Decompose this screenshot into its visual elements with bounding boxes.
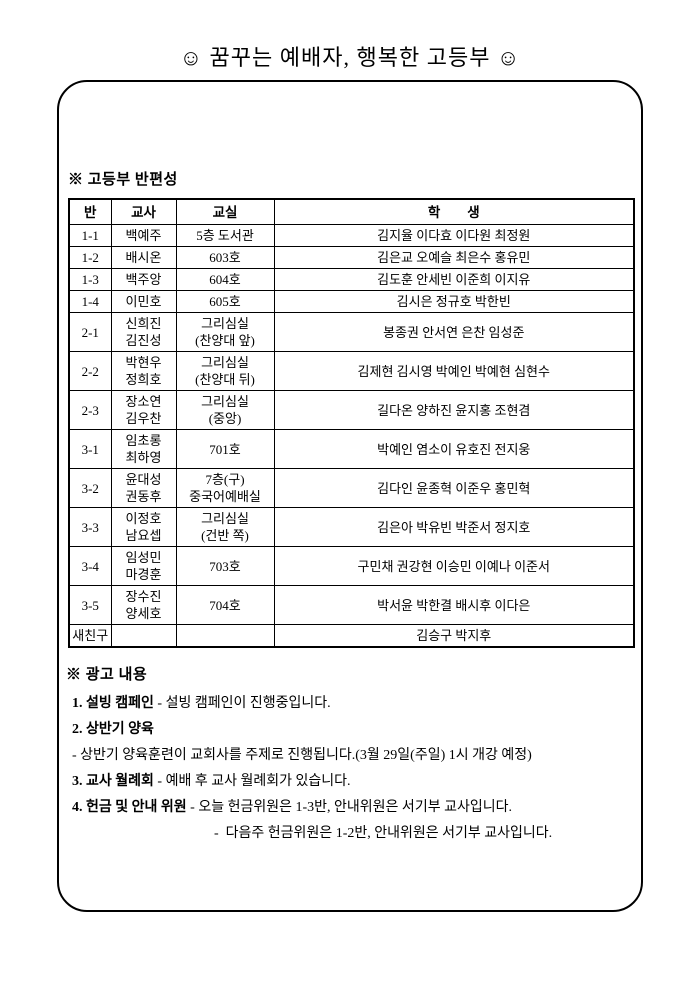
table-row: 3-4 임성민 마경훈 703호 구민채 권강현 이승민 이예나 이준서 (68, 546, 635, 586)
table-row: 1-3 백주앙 604호 김도훈 안세빈 이준희 이지유 (68, 268, 635, 291)
table-cell-teacher (110, 624, 177, 648)
table-cell-room: 704호 (175, 585, 275, 625)
announcement-line: 4. 헌금 및 안내 위원 - 오늘 헌금위원은 1-3반, 안내위원은 서기부… (72, 795, 641, 821)
table-cell-students: 김다인 윤종혁 이준우 홍민혁 (273, 468, 635, 508)
table-cell-teacher: 이정호 남요셉 (110, 507, 177, 547)
announcement-text: - 오늘 헌금위원은 1-3반, 안내위원은 서기부 교사입니다. (186, 800, 512, 815)
announcement-line: 1. 설빙 캠페인 - 설빙 캠페인이 진행중입니다. (72, 691, 641, 717)
table-cell-class: 새친구 (68, 624, 112, 648)
table-cell-students: 김은교 오예슬 최은수 홍유민 (273, 246, 635, 269)
table-cell-students: 김은아 박유빈 박준서 정지호 (273, 507, 635, 547)
table-cell-teacher: 박현우 정희호 (110, 351, 177, 391)
announcement-text: - 설빙 캠페인이 진행중입니다. (153, 696, 331, 711)
table-cell-class: 1-3 (68, 268, 112, 291)
announcement-line: - 다음주 헌금위원은 1-2반, 안내위원은 서기부 교사입니다. (72, 821, 641, 847)
table-cell-class: 1-1 (68, 224, 112, 247)
table-cell-students: 김지율 이다효 이다원 최정원 (273, 224, 635, 247)
announcement-text: - 다음주 헌금위원은 1-2반, 안내위원은 서기부 교사입니다. (214, 826, 553, 841)
announcement-line: 2. 상반기 양육 (72, 717, 641, 743)
announcement-text: - 상반기 양육훈련이 교회사를 주제로 진행됩니다.(3월 29일(주일) 1… (72, 748, 532, 763)
announcement-line: 3. 교사 월례회 - 예배 후 교사 월례회가 있습니다. (72, 769, 641, 795)
table-cell-room: 701호 (175, 429, 275, 469)
column-header-teacher: 교사 (110, 198, 177, 225)
table-cell-class: 2-3 (68, 390, 112, 430)
announcement-title: 4. 헌금 및 안내 위원 (72, 800, 187, 815)
table-cell-room: 그리심실 (중앙) (175, 390, 275, 430)
class-table-body: 1-1 백예주 5층 도서관 김지율 이다효 이다원 최정원 1-2 배시온 603호 김은교… (68, 224, 635, 648)
table-cell-teacher: 장수진 양세호 (110, 585, 177, 625)
class-assignment-table: 반 교사 교실 학 생 1-1 백예주 5층 도서관 김지율 이다효 이다원 최정원 1… (68, 198, 635, 648)
table-cell-room (175, 624, 275, 648)
table-cell-class: 3-4 (68, 546, 112, 586)
table-row: 2-3 장소연 김우찬 그리심실 (중앙) 길다온 양하진 윤지홍 조현겸 (68, 390, 635, 430)
table-cell-class: 1-2 (68, 246, 112, 269)
table-cell-class: 3-1 (68, 429, 112, 469)
table-cell-teacher: 이민호 (110, 290, 177, 313)
table-header-row: 반 교사 교실 학 생 (68, 198, 635, 225)
table-cell-class: 2-1 (68, 312, 112, 352)
table-cell-room: 그리심실 (찬양대 뒤) (175, 351, 275, 391)
table-cell-teacher: 임초롱 최하영 (110, 429, 177, 469)
table-cell-room: 5층 도서관 (175, 224, 275, 247)
table-row: 3-3 이정호 남요셉 그리심실 (건반 쪽) 김은아 박유빈 박준서 정지호 (68, 507, 635, 547)
announcement-title: 1. 설빙 캠페인 (72, 696, 154, 711)
table-cell-room: 605호 (175, 290, 275, 313)
table-row: 1-4 이민호 605호 김시은 정규호 박한빈 (68, 290, 635, 313)
table-cell-room: 703호 (175, 546, 275, 586)
table-row: 3-2 윤대성 권동후 7층(구) 중국어예배실 김다인 윤종혁 이준우 홍민혁 (68, 468, 635, 508)
table-cell-students: 김도훈 안세빈 이준희 이지유 (273, 268, 635, 291)
table-cell-students: 김시은 정규호 박한빈 (273, 290, 635, 313)
table-row: 2-1 신희진 김진성 그리심실 (찬양대 앞) 봉종권 안서연 은찬 임성준 (68, 312, 635, 352)
announcements-heading: ※ 광고 내용 (66, 667, 148, 683)
table-cell-students: 길다온 양하진 윤지홍 조현겸 (273, 390, 635, 430)
table-cell-teacher: 백예주 (110, 224, 177, 247)
table-cell-class: 3-5 (68, 585, 112, 625)
table-row: 1-2 배시온 603호 김은교 오예슬 최은수 홍유민 (68, 246, 635, 269)
table-cell-class: 2-2 (68, 351, 112, 391)
page-title: ☺ 꿈꾸는 예배자, 행복한 고등부 ☺ (179, 45, 521, 70)
table-cell-class: 3-3 (68, 507, 112, 547)
column-header-room: 교실 (175, 198, 275, 225)
table-cell-room: 그리심실 (찬양대 앞) (175, 312, 275, 352)
table-row: 새친구 김승구 박지후 (68, 624, 635, 648)
class-assignment-heading: ※ 고등부 반편성 (68, 172, 178, 188)
document-border-frame: ※ 고등부 반편성 반 교사 교실 학 생 1-1 백예주 5층 도서관 김지율 이다… (57, 80, 643, 912)
table-cell-room: 그리심실 (건반 쪽) (175, 507, 275, 547)
announcement-text: - 예배 후 교사 월례회가 있습니다. (153, 774, 351, 789)
table-cell-teacher: 배시온 (110, 246, 177, 269)
table-cell-students: 박서윤 박한결 배시후 이다은 (273, 585, 635, 625)
table-cell-class: 1-4 (68, 290, 112, 313)
table-row: 2-2 박현우 정희호 그리심실 (찬양대 뒤) 김제현 김시영 박예인 박예현 심현… (68, 351, 635, 391)
table-cell-teacher: 신희진 김진성 (110, 312, 177, 352)
table-row: 3-5 장수진 양세호 704호 박서윤 박한결 배시후 이다은 (68, 585, 635, 625)
column-header-students: 학 생 (273, 198, 635, 225)
table-cell-students: 김승구 박지후 (273, 624, 635, 648)
announcement-title: 3. 교사 월례회 (72, 774, 154, 789)
table-cell-teacher: 임성민 마경훈 (110, 546, 177, 586)
table-cell-teacher: 백주앙 (110, 268, 177, 291)
table-cell-students: 김제현 김시영 박예인 박예현 심현수 (273, 351, 635, 391)
table-cell-room: 7층(구) 중국어예배실 (175, 468, 275, 508)
announcement-title: 2. 상반기 양육 (72, 722, 154, 737)
table-cell-teacher: 윤대성 권동후 (110, 468, 177, 508)
table-cell-teacher: 장소연 김우찬 (110, 390, 177, 430)
table-cell-class: 3-2 (68, 468, 112, 508)
announcements-list: 1. 설빙 캠페인 - 설빙 캠페인이 진행중입니다. 2. 상반기 양육 - … (72, 691, 641, 847)
table-cell-students: 봉종권 안서연 은찬 임성준 (273, 312, 635, 352)
announcement-line: - 상반기 양육훈련이 교회사를 주제로 진행됩니다.(3월 29일(주일) 1… (72, 743, 641, 769)
table-cell-room: 603호 (175, 246, 275, 269)
table-cell-students: 박예인 염소이 유호진 전지웅 (273, 429, 635, 469)
column-header-class: 반 (68, 198, 112, 225)
table-cell-students: 구민채 권강현 이승민 이예나 이준서 (273, 546, 635, 586)
table-row: 1-1 백예주 5층 도서관 김지율 이다효 이다원 최정원 (68, 224, 635, 247)
table-cell-room: 604호 (175, 268, 275, 291)
table-row: 3-1 임초롱 최하영 701호 박예인 염소이 유호진 전지웅 (68, 429, 635, 469)
